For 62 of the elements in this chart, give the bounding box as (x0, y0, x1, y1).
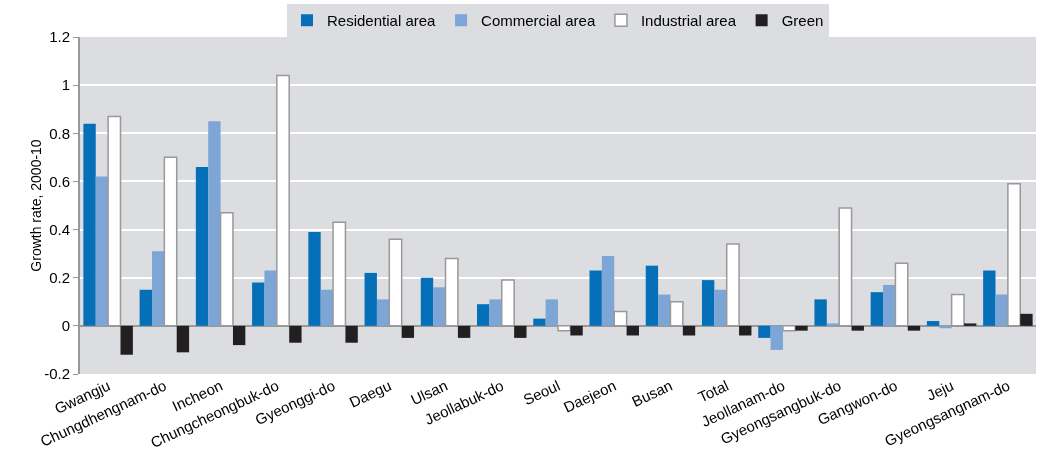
x-tick-label: Seoul (520, 376, 563, 409)
bar (851, 325, 864, 331)
bar (770, 325, 783, 350)
bar (308, 231, 321, 326)
bar (1020, 313, 1033, 326)
bar (264, 270, 277, 326)
y-tick-label: 0 (61, 317, 70, 335)
bar (658, 294, 671, 326)
bar (795, 325, 808, 331)
bar (826, 323, 840, 326)
bar (570, 325, 583, 336)
bar (682, 325, 696, 336)
bar (964, 323, 977, 326)
bar (457, 325, 471, 338)
bar (195, 166, 209, 326)
y-tick-label: -0.2 (44, 365, 70, 383)
legend-label: Industrial area (640, 12, 737, 30)
y-tick-label: 1.2 (49, 28, 70, 46)
bar (739, 325, 752, 336)
bar (714, 289, 727, 326)
y-axis-title: Growth rate, 2000-10 (28, 139, 44, 272)
bar (176, 325, 190, 353)
bar (589, 270, 602, 326)
bar (420, 277, 434, 326)
bar (701, 280, 715, 326)
x-tick-label: Busan (629, 376, 675, 410)
bar (907, 325, 921, 331)
y-tick-label: 0.4 (49, 220, 70, 238)
bar (645, 265, 659, 326)
bar (477, 304, 490, 326)
bar (533, 318, 546, 326)
bar (151, 251, 165, 326)
bar (514, 325, 527, 338)
bar (545, 299, 558, 326)
bar (364, 272, 377, 326)
bar (289, 325, 302, 343)
y-tick-label: 1 (61, 76, 70, 94)
legend-label: Commercial area (481, 12, 596, 30)
bar (232, 325, 246, 346)
bar (433, 287, 446, 326)
bar (626, 325, 639, 336)
bar (252, 282, 265, 326)
bar (601, 256, 615, 326)
bar (983, 270, 996, 326)
bar (83, 123, 96, 326)
bar (401, 325, 415, 338)
bar (345, 325, 358, 343)
y-tick-label: 0.2 (49, 268, 70, 286)
bar (376, 299, 390, 326)
bar (120, 325, 133, 355)
bar (208, 121, 221, 326)
bar (139, 289, 152, 326)
bar (870, 292, 884, 326)
y-tick-label: 0.6 (49, 172, 70, 190)
bar (489, 299, 502, 326)
bar (758, 325, 771, 338)
bar (883, 284, 896, 326)
y-tick-label: 0.8 (49, 124, 70, 142)
legend-label: Green (781, 12, 824, 30)
legend-label: Residential area (327, 12, 437, 30)
bar (926, 321, 940, 326)
bar (814, 299, 827, 326)
